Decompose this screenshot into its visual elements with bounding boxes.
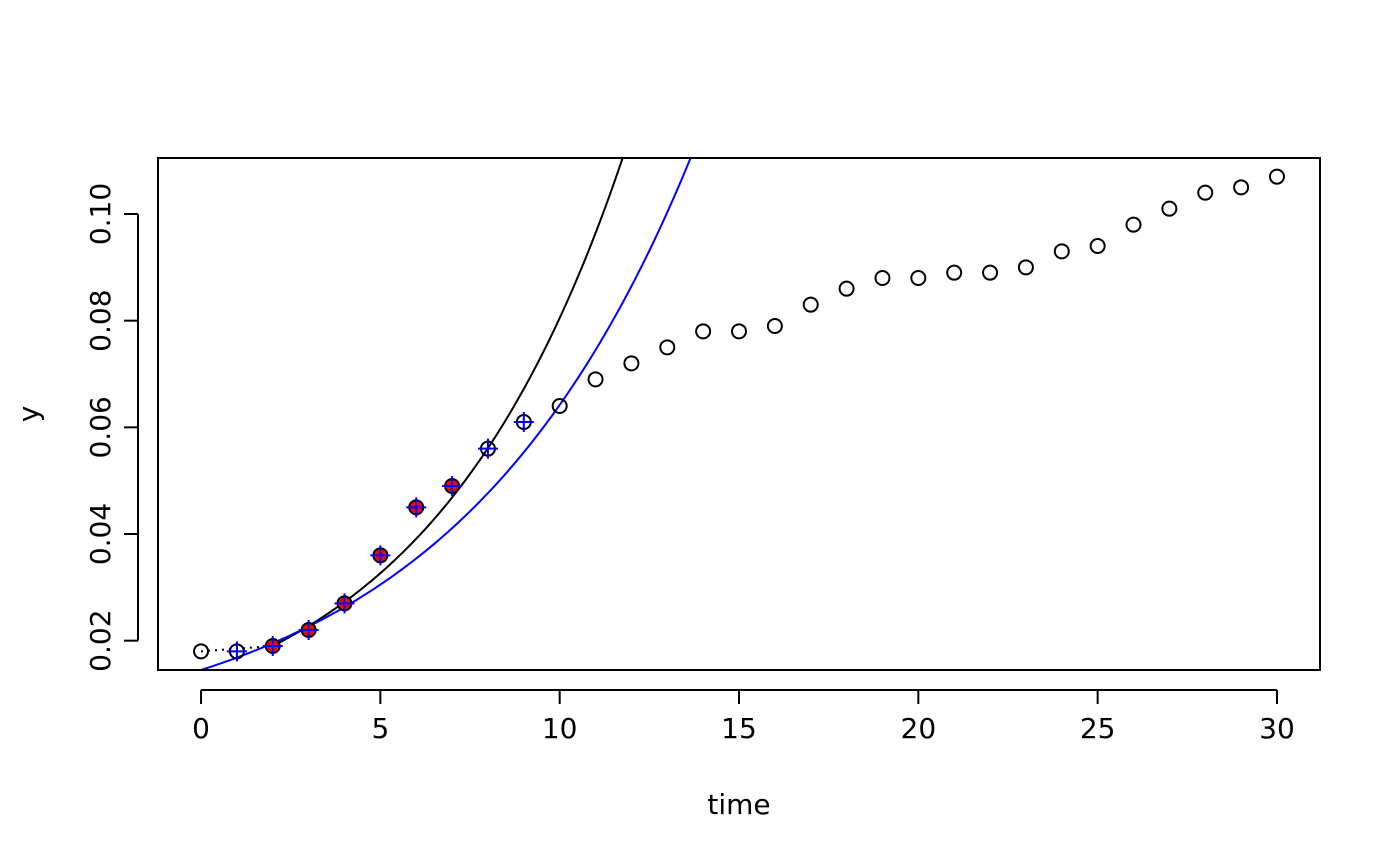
observation-point: [1017, 259, 1034, 276]
window-point: [334, 593, 355, 614]
x-axis-title: time: [707, 788, 770, 821]
observation-point: [874, 270, 891, 286]
observation-point: [1053, 243, 1070, 260]
window-point: [406, 497, 427, 518]
window-point: [513, 412, 534, 432]
observation-point: [623, 355, 640, 372]
observation-point: [659, 339, 676, 356]
window-point: [370, 545, 391, 566]
fit-curve-2: [200, 158, 692, 670]
observation-point: [838, 280, 855, 297]
window-point: [442, 476, 463, 496]
observation-point: [587, 371, 604, 388]
observation-point: [802, 296, 819, 313]
observation-point: [193, 643, 210, 660]
data-points: [193, 168, 1285, 662]
y-tick-label: 0.08: [84, 289, 117, 351]
observation-point: [1161, 200, 1178, 217]
window-point: [298, 620, 319, 640]
observation-point: [766, 318, 783, 334]
window-point: [226, 641, 247, 662]
observation-point: [946, 264, 963, 281]
window-point: [477, 438, 498, 459]
observation-point: [551, 398, 568, 414]
observation-point: [1233, 179, 1250, 196]
x-tick-label: 25: [1080, 712, 1116, 745]
observation-point: [695, 323, 712, 340]
x-tick-label: 30: [1259, 712, 1295, 745]
y-tick-label: 0.04: [84, 503, 117, 565]
observation-point: [1089, 238, 1106, 254]
y-tick-label: 0.02: [84, 609, 117, 671]
observation-point: [1197, 184, 1214, 201]
axes: 0 5 10 15 20 25 30 0.02 0.04 0.06 0.08 0.10: [84, 183, 1295, 745]
y-tick-label: 0.06: [84, 396, 117, 458]
observation-point: [1125, 216, 1142, 233]
x-tick-label: 15: [721, 712, 757, 745]
x-tick-label: 0: [192, 712, 210, 745]
y-axis-title: y: [12, 406, 45, 423]
x-tick-label: 5: [371, 712, 389, 745]
x-tick-label: 20: [901, 712, 937, 745]
observation-point: [982, 264, 999, 281]
plot-frame: [157, 157, 1321, 671]
observation-point: [1268, 168, 1285, 185]
x-tick-label: 10: [542, 712, 578, 745]
fit-curve-1: [272, 158, 624, 647]
observation-point: [731, 323, 747, 340]
y-tick-label: 0.10: [84, 183, 117, 245]
observation-point: [910, 270, 927, 286]
window-point: [262, 636, 283, 656]
